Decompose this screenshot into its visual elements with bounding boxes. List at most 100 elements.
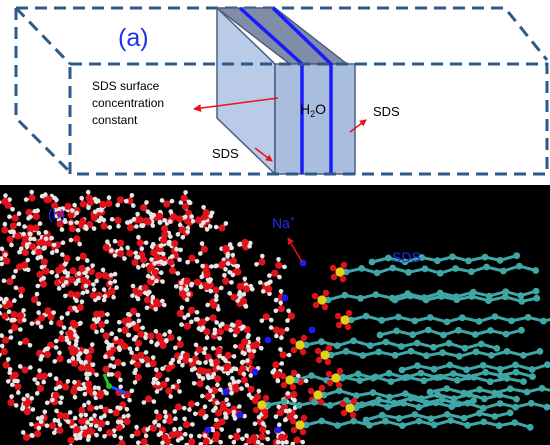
hydrogen-atom bbox=[188, 358, 193, 363]
oxygen-atom bbox=[56, 220, 64, 228]
hydrogen-atom bbox=[16, 221, 22, 227]
hydrogen-atom bbox=[22, 224, 27, 229]
hydrogen-atom bbox=[177, 336, 182, 341]
hydrogen-atom bbox=[156, 423, 161, 428]
hydrogen-atom bbox=[70, 208, 75, 213]
carbon-atom bbox=[528, 366, 536, 373]
hydrogen-atom bbox=[149, 339, 154, 345]
hydrogen-atom bbox=[45, 346, 51, 351]
carbon-atom bbox=[426, 314, 434, 321]
hydrogen-atom bbox=[282, 417, 288, 423]
annotation-arrow bbox=[193, 97, 279, 113]
hydrogen-atom bbox=[151, 212, 156, 218]
hydrogen-atom bbox=[185, 312, 191, 318]
hydrogen-atom bbox=[78, 412, 84, 418]
hydrogen-atom bbox=[158, 243, 164, 248]
hydrogen-atom bbox=[259, 442, 265, 445]
hydrogen-atom bbox=[205, 373, 211, 379]
oxygen-atom bbox=[143, 355, 151, 363]
oxygen-atom bbox=[222, 244, 230, 253]
carbon-atom bbox=[449, 253, 456, 261]
hydrogen-atom bbox=[109, 331, 115, 337]
hydrogen-atom bbox=[82, 425, 88, 430]
oxygen-atom bbox=[247, 385, 255, 393]
carbon-atom bbox=[384, 403, 391, 411]
oxygen-atom bbox=[47, 313, 55, 321]
hydrogen-atom bbox=[163, 338, 169, 343]
oxygen-atom bbox=[102, 365, 110, 373]
carbon-atom bbox=[479, 404, 487, 412]
carbon-atom bbox=[527, 399, 535, 407]
hydrogen-atom bbox=[240, 436, 245, 442]
oxygen-atom bbox=[101, 271, 109, 280]
carbon-atom bbox=[538, 384, 546, 392]
sds-label-bottom: SDS bbox=[212, 146, 239, 161]
sodium-arrow bbox=[287, 237, 303, 263]
oxygen-atom bbox=[1, 312, 9, 320]
hydrogen-atom bbox=[12, 378, 17, 384]
oxygen-atom bbox=[182, 352, 191, 360]
hydrogen-atom bbox=[225, 251, 231, 257]
hydrogen-atom bbox=[86, 434, 92, 439]
oxygen-atom bbox=[39, 280, 48, 288]
hydrogen-atom bbox=[135, 312, 141, 318]
hydrogen-atom bbox=[70, 356, 76, 361]
hydrogen-atom bbox=[101, 287, 107, 292]
oxygen-atom bbox=[87, 346, 95, 354]
carbon-atom bbox=[395, 313, 402, 321]
hydrogen-atom bbox=[108, 272, 114, 278]
hydrogen-atom bbox=[36, 425, 42, 431]
hydrogen-atom bbox=[28, 214, 33, 220]
hydrogen-atom bbox=[118, 384, 123, 390]
carbon-atom bbox=[375, 348, 383, 356]
sodium-ion bbox=[281, 294, 289, 302]
oxygen-atom bbox=[28, 194, 36, 202]
oxygen-atom bbox=[71, 321, 79, 329]
oxygen-atom bbox=[155, 371, 163, 379]
oxygen-atom bbox=[155, 413, 163, 421]
hydrogen-atom bbox=[56, 286, 62, 291]
sodium-ion bbox=[236, 411, 244, 419]
carbon-atom bbox=[511, 419, 519, 426]
sulfur-atom bbox=[313, 390, 323, 400]
carbon-atom bbox=[411, 317, 419, 325]
hydrogen-atom bbox=[74, 210, 80, 216]
oxygen-atom bbox=[97, 321, 106, 329]
carbon-atom bbox=[476, 386, 483, 393]
panel-a-schematic: (a) SDS surface concentration constant H… bbox=[14, 6, 549, 176]
hydrogen-atom bbox=[54, 408, 59, 414]
hydrogen-atom bbox=[278, 300, 284, 306]
oxygen-atom bbox=[145, 395, 153, 403]
hydrogen-atom bbox=[112, 279, 118, 284]
hydrogen-atom bbox=[184, 442, 189, 445]
hydrogen-atom bbox=[260, 253, 265, 259]
hydrogen-atom bbox=[173, 284, 179, 289]
hydrogen-atom bbox=[303, 378, 309, 384]
hydrogen-atom bbox=[153, 307, 158, 312]
hydrogen-atom bbox=[111, 364, 117, 370]
oxygen-atom bbox=[278, 328, 286, 336]
oxygen-atom bbox=[178, 226, 186, 234]
oxygen-atom bbox=[222, 277, 230, 285]
hydrogen-atom bbox=[209, 374, 215, 380]
hydrogen-atom bbox=[35, 208, 40, 213]
hydrogen-atom bbox=[216, 307, 221, 312]
carbon-atom bbox=[420, 377, 428, 385]
hydrogen-atom bbox=[98, 415, 104, 421]
carbon-atom bbox=[448, 403, 456, 410]
hydrogen-atom bbox=[76, 386, 82, 392]
hydrogen-atom bbox=[112, 433, 117, 439]
hydrogen-atom bbox=[82, 385, 87, 391]
carbon-atom bbox=[264, 401, 272, 409]
water-label: H2O bbox=[300, 101, 326, 119]
oxygen-atom bbox=[79, 200, 87, 208]
oxygen-atom bbox=[242, 285, 250, 293]
hydrogen-atom bbox=[155, 381, 161, 386]
hydrogen-atom bbox=[125, 220, 130, 225]
hydrogen-atom bbox=[224, 397, 229, 403]
oxygen-atom bbox=[21, 249, 29, 257]
hydrogen-atom bbox=[91, 282, 96, 287]
oxygen-atom bbox=[84, 364, 92, 372]
hydrogen-atom bbox=[276, 257, 281, 262]
oxygen-atom bbox=[166, 417, 174, 425]
